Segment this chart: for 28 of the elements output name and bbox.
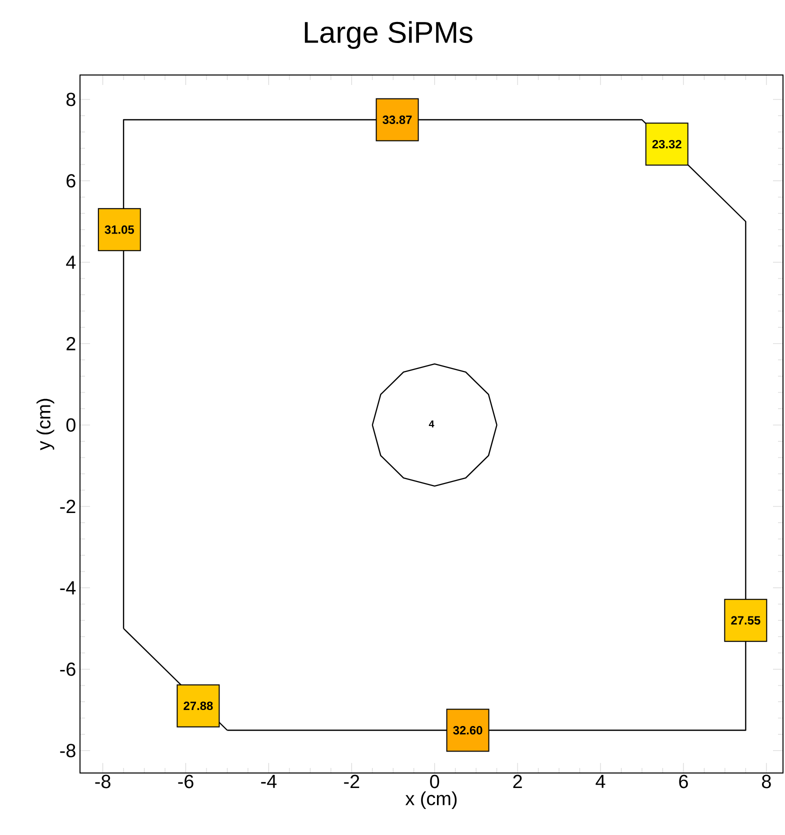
x-tick-label: -6 — [178, 774, 194, 788]
y-tick-label: -4 — [60, 581, 76, 594]
y-tick-label: -6 — [60, 662, 76, 676]
y-tick-label: 4 — [66, 256, 76, 269]
y-axis-title: y (cm) — [36, 398, 54, 450]
x-tick-label: 0 — [430, 774, 440, 788]
annotation: 33.87 — [382, 116, 412, 124]
y-tick-label: -2 — [60, 500, 76, 514]
annotation: 32.60 — [453, 726, 482, 735]
annotation: 27.55 — [731, 616, 760, 625]
y-tick-label: 8 — [66, 92, 76, 106]
x-tick-label: -8 — [95, 774, 110, 788]
y-tick-label: -8 — [60, 744, 76, 758]
x-tick-label: 6 — [679, 774, 688, 788]
annotation: 31.05 — [104, 225, 134, 234]
annotation: 23.32 — [652, 140, 682, 148]
x-tick-label: 4 — [596, 774, 606, 788]
x-axis-title: x (cm) — [405, 791, 457, 809]
y-tick-label: 2 — [66, 337, 76, 350]
x-tick-label: 8 — [762, 774, 771, 788]
chart-title: Large SiPMs — [304, 21, 472, 49]
x-tick-label: 2 — [513, 774, 522, 788]
annotation: 4 — [428, 420, 434, 428]
y-tick-label: 0 — [66, 418, 76, 432]
y-tick-label: 6 — [66, 174, 76, 188]
x-tick-label: -4 — [261, 774, 277, 788]
x-tick-label: -2 — [344, 774, 360, 788]
annotation: 27.88 — [184, 702, 213, 710]
